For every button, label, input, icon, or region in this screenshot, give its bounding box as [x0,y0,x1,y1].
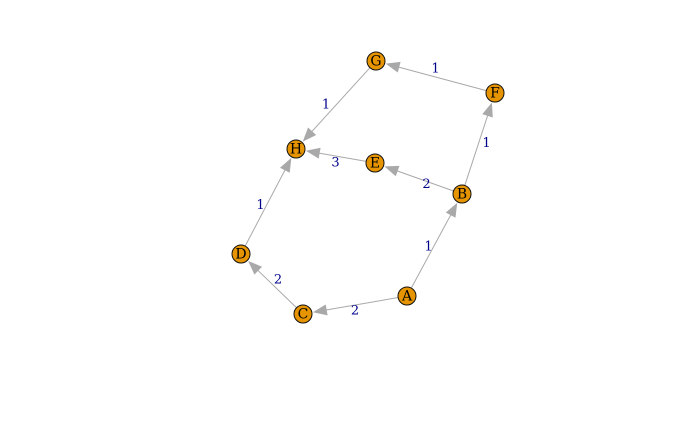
edge-line [256,268,297,309]
edge-line [464,113,489,186]
node-G: G [366,51,386,71]
edge-line [317,152,367,162]
edge-line [244,168,287,247]
edge-weight-label: 1 [424,240,432,255]
arrowhead-icon [302,127,317,142]
node-label: E [370,156,380,172]
node-circle [452,184,472,204]
edge-line [410,213,452,289]
edge-D-H: 1 [244,157,292,247]
edge-line [310,67,371,134]
edge-G-H: 1 [302,67,371,142]
node-label: D [235,247,246,263]
edge-line [324,297,399,311]
arrowhead-icon [445,202,458,218]
node-circle [286,139,306,159]
edge-line [397,66,487,92]
edge-weight-label: 2 [351,304,359,319]
arrowhead-icon [384,165,400,177]
edge-A-B: 1 [410,202,458,289]
node-circle [397,286,417,306]
edge-A-C: 2 [312,297,399,319]
node-circle [366,51,386,71]
arrowhead-icon [482,102,493,118]
edge-weight-label: 1 [431,62,439,77]
node-label: A [401,289,413,305]
edge-E-H: 3 [305,147,367,171]
node-label: B [457,187,467,203]
node-circle [293,304,313,324]
node-F: F [485,83,505,103]
edge-weight-label: 1 [256,198,264,213]
edge-F-G: 1 [385,61,487,92]
edge-weight-label: 1 [322,98,330,113]
edges-layer: 1 2 2 1 2 3 1 1 1 [244,61,493,319]
node-circle [231,244,251,264]
arrowhead-icon [385,61,401,73]
nodes-layer: A B C D E F G H [231,51,505,324]
node-E: E [365,153,385,173]
edge-C-D: 2 [248,260,297,309]
edge-B-F: 1 [464,102,493,186]
node-C: C [293,304,313,324]
edge-weight-label: 3 [331,156,339,171]
node-label: H [290,142,302,158]
edge-weight-label: 2 [422,177,430,192]
node-label: G [370,54,381,70]
edge-line [395,169,454,192]
arrowhead-icon [312,304,328,316]
arrowhead-icon [279,157,292,173]
node-circle [485,83,505,103]
node-label: F [490,86,500,102]
edge-weight-label: 1 [482,136,490,151]
node-circle [365,153,385,173]
arrowhead-icon [305,147,321,159]
node-D: D [231,244,251,264]
node-label: C [298,307,309,323]
node-B: B [452,184,472,204]
edge-B-E: 2 [384,165,454,192]
node-H: H [286,139,306,159]
node-A: A [397,286,417,306]
arrowhead-icon [248,260,263,275]
edge-weight-label: 2 [274,273,282,288]
